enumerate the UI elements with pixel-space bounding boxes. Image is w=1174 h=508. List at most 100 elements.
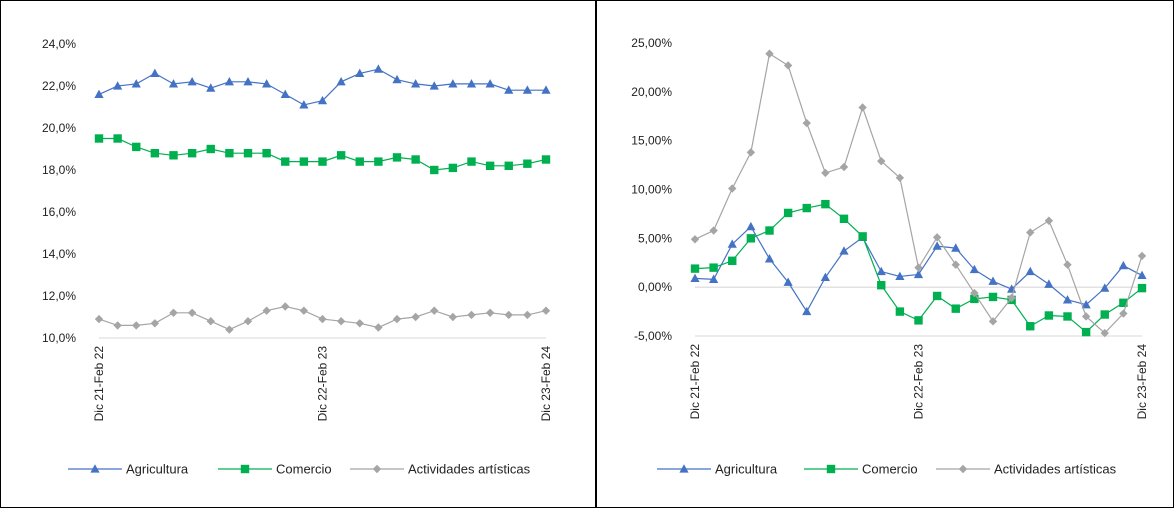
- right-data-point: [988, 317, 998, 326]
- left-x-tick-label: Dic 22-Feb 23: [316, 346, 330, 422]
- left-data-point: [113, 81, 123, 90]
- right-data-point: [1119, 298, 1128, 307]
- left-legend-label: Comercio: [276, 462, 332, 477]
- left-data-point: [225, 149, 234, 158]
- right-y-tick-label: 0,00%: [638, 280, 672, 294]
- right-data-point: [988, 276, 998, 285]
- right-data-point: [783, 61, 793, 70]
- right-data-point: [765, 49, 774, 58]
- right-data-point: [1137, 251, 1147, 261]
- right-data-point: [1044, 216, 1054, 225]
- right-data-point: [877, 281, 886, 290]
- left-data-point: [318, 157, 327, 166]
- right-data-point: [1063, 312, 1072, 321]
- left-y-tick-label: 10,0%: [42, 331, 76, 345]
- left-series-1: [94, 134, 551, 175]
- left-y-tick-label: 22,0%: [42, 79, 76, 93]
- left-data-point: [206, 317, 215, 326]
- right-data-point: [932, 291, 942, 301]
- left-data-point: [448, 163, 458, 173]
- left-data-point: [523, 159, 532, 168]
- left-data-point: [280, 89, 290, 98]
- right-data-point: [1026, 322, 1035, 331]
- left-data-point: [113, 321, 122, 330]
- left-data-point: [392, 153, 402, 162]
- right-data-point: [690, 273, 700, 282]
- left-data-point: [448, 79, 458, 88]
- left-data-point: [299, 100, 309, 109]
- left-data-point: [430, 165, 439, 175]
- left-data-point: [132, 142, 141, 152]
- left-data-point: [150, 149, 160, 158]
- right-data-point: [1119, 309, 1128, 318]
- left-data-point: [224, 77, 234, 86]
- right-data-point: [876, 266, 886, 276]
- left-data-point: [392, 314, 402, 324]
- right-data-point: [820, 272, 830, 281]
- right-data-point: [951, 304, 960, 313]
- right-data-point: [1025, 266, 1035, 276]
- left-data-point: [281, 157, 290, 166]
- right-series-1: [690, 199, 1147, 337]
- right-data-point: [728, 256, 737, 265]
- right-data-point: [783, 277, 793, 286]
- left-data-point: [541, 155, 551, 164]
- left-data-point: [411, 155, 420, 164]
- right-x-tick-label: Dic 21-Feb 22: [688, 344, 702, 420]
- right-data-point: [690, 264, 700, 273]
- right-data-point: [1063, 260, 1072, 269]
- right-data-point: [1137, 283, 1147, 293]
- left-legend-marker: [372, 464, 382, 474]
- left-y-tick-label: 14,0%: [42, 247, 76, 261]
- right-data-point: [1044, 279, 1054, 288]
- left-data-point: [541, 85, 551, 94]
- left-data-point: [113, 134, 122, 143]
- left-data-point: [336, 151, 346, 160]
- right-series-0: [690, 221, 1147, 316]
- right-data-point: [764, 254, 775, 263]
- right-data-point: [709, 226, 718, 235]
- right-data-point: [1118, 260, 1128, 270]
- left-legend-marker: [90, 464, 100, 473]
- right-data-point: [1007, 293, 1016, 303]
- right-data-point: [988, 292, 998, 302]
- left-data-point: [169, 151, 178, 160]
- right-data-point: [727, 239, 737, 248]
- right-data-point: [895, 271, 905, 281]
- right-data-point: [1044, 311, 1054, 320]
- left-data-point: [504, 85, 514, 94]
- left-data-point: [336, 77, 346, 86]
- left-data-point: [411, 79, 421, 88]
- right-data-point: [746, 234, 756, 243]
- right-data-point: [1081, 312, 1091, 321]
- right-legend-marker: [826, 464, 836, 474]
- right-data-point: [914, 263, 923, 272]
- left-data-point: [541, 306, 551, 315]
- left-data-point: [168, 79, 179, 88]
- left-data-point: [392, 74, 402, 84]
- left-data-point: [94, 314, 104, 324]
- right-y-tick-label: 25,00%: [631, 36, 672, 50]
- right-data-point: [802, 203, 811, 213]
- left-legend: Agricultura Comercio Actividades artística…: [68, 462, 531, 477]
- right-y-tick-label: 20,00%: [631, 85, 672, 99]
- left-series-2: [94, 302, 551, 334]
- right-data-point: [1081, 299, 1091, 309]
- left-data-point: [504, 310, 513, 320]
- left-data-point: [299, 306, 309, 315]
- right-data-point: [728, 184, 737, 193]
- left-data-point: [373, 64, 383, 73]
- right-data-point: [802, 306, 812, 316]
- left-data-point: [262, 149, 271, 158]
- left-data-point: [131, 79, 141, 88]
- left-data-point: [299, 157, 309, 166]
- left-data-point: [317, 95, 328, 105]
- right-x-tick-label: Dic 23-Feb 24: [1135, 344, 1149, 420]
- left-x-tick-label: Dic 21-Feb 22: [92, 346, 106, 422]
- right-legend-label: Comercio: [862, 462, 918, 477]
- left-y-tick-label: 16,0%: [42, 205, 76, 219]
- left-data-point: [485, 79, 495, 88]
- right-data-point: [1100, 328, 1109, 338]
- right-data-point: [1137, 270, 1147, 280]
